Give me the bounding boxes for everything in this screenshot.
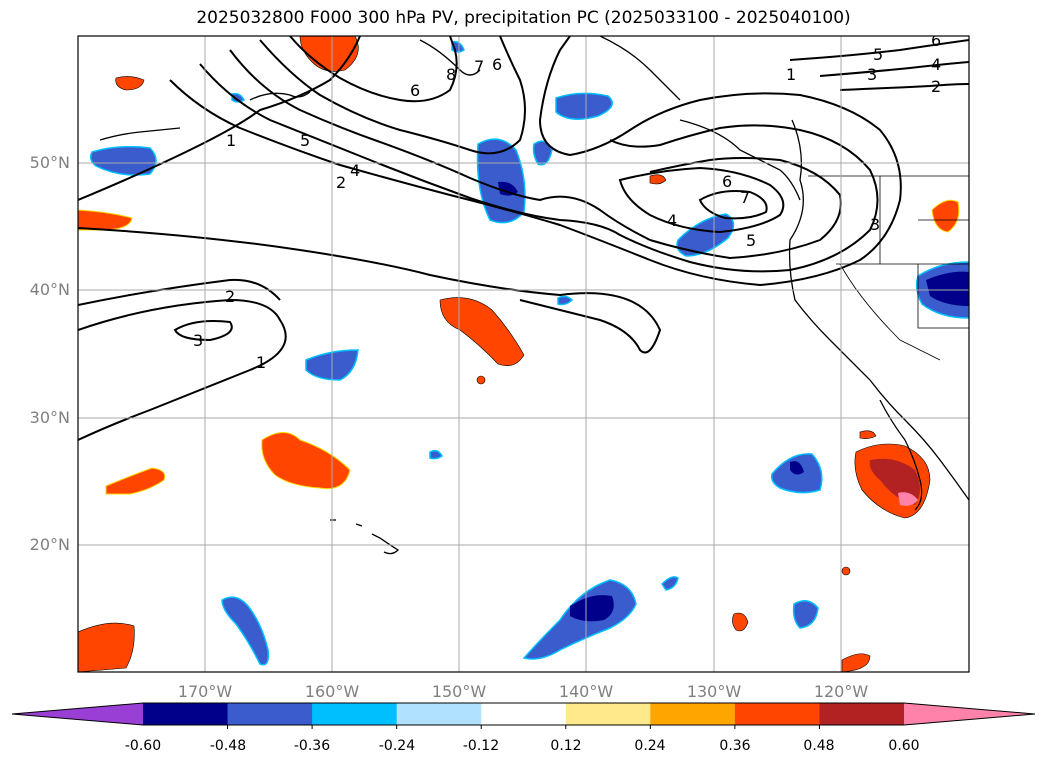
- colorbar-extend-low: [12, 703, 143, 725]
- colorbar-tick-label: -0.60: [124, 738, 162, 754]
- lon-label-160w: 160°W: [304, 682, 360, 701]
- colorbar-swatch: [312, 703, 398, 725]
- colorbar: [11, 702, 1036, 729]
- contour-label-5-ne: 5: [873, 45, 883, 64]
- colorbar-swatch: [650, 703, 736, 725]
- contour-label-8: 8: [446, 65, 456, 84]
- colorbar-swatch: [819, 703, 905, 725]
- lon-label-120w: 120°W: [813, 682, 869, 701]
- colorbar-swatch: [143, 703, 229, 725]
- colorbar-swatch: [227, 703, 313, 725]
- map-frame: [77, 35, 970, 673]
- contour-label-5: 5: [300, 131, 310, 150]
- lon-label-130w: 130°W: [686, 682, 742, 701]
- contour-label-1-north: 1: [786, 65, 796, 84]
- contour-label-6-ne: 6: [931, 31, 941, 50]
- lon-label-150w: 150°W: [431, 682, 487, 701]
- lat-label-40n: 40°N: [29, 280, 70, 299]
- contour-label-3-ne: 3: [867, 65, 877, 84]
- contour-label-7-north: 7: [474, 57, 484, 76]
- lat-label-20n: 20°N: [29, 535, 70, 554]
- colorbar-tick-label: 0.48: [803, 738, 835, 754]
- lon-label-140w: 140°W: [558, 682, 614, 701]
- contour-label-6-north: 6: [410, 81, 420, 100]
- contour-label-1: 1: [226, 131, 236, 150]
- contour-label-6-east: 6: [722, 172, 732, 191]
- contour-label-4-east: 4: [667, 211, 677, 230]
- colorbar-tick-label: 0.12: [550, 738, 582, 754]
- contour-label-group: 1 5 4 2 2 3 1 6 8 7 6 1 5 6 4 3 2 6 7 4 …: [193, 31, 941, 372]
- contour-label-5-east: 5: [746, 231, 756, 250]
- colorbar-tick-label: 0.36: [719, 738, 751, 754]
- map-title: 2025032800 F000 300 hPa PV, precipitatio…: [196, 8, 851, 28]
- colorbar-tick-label: 0.60: [888, 738, 920, 754]
- colorbar-swatch: [734, 703, 820, 725]
- precip-anomaly-shading: [78, 36, 969, 672]
- contour-label-3-coast: 3: [870, 215, 880, 234]
- colorbar-tick-label: 0.24: [634, 738, 666, 754]
- state-boundaries: [808, 175, 969, 361]
- colorbar-swatch: [396, 703, 482, 725]
- contour-label-6-mid: 6: [492, 55, 502, 74]
- colorbar-swatch: [481, 703, 567, 725]
- pv-contours: [78, 36, 969, 441]
- contour-label-4-ne: 4: [931, 55, 941, 74]
- graticule: [78, 36, 969, 672]
- contour-label-1-west: 1: [256, 353, 266, 372]
- colorbar-tick-label: -0.24: [378, 738, 416, 754]
- colorbar-tick-label: -0.48: [209, 738, 247, 754]
- colorbar-tick-label: -0.12: [462, 738, 500, 754]
- lat-label-30n: 30°N: [29, 408, 70, 427]
- contour-label-2-ne: 2: [931, 77, 941, 96]
- contour-label-3-west: 3: [193, 331, 203, 350]
- contour-label-7-east: 7: [740, 188, 750, 207]
- colorbar-outline: [11, 702, 1036, 726]
- colorbar-tick-label: -0.36: [293, 738, 331, 754]
- colorbar-swatch: [565, 703, 651, 725]
- contour-label-2-west: 2: [225, 287, 235, 306]
- colorbar-extend-high: [904, 703, 1035, 725]
- contour-label-4: 4: [350, 161, 360, 180]
- lon-label-170w: 170°W: [177, 682, 233, 701]
- lat-label-50n: 50°N: [29, 153, 70, 172]
- contour-label-2: 2: [336, 173, 346, 192]
